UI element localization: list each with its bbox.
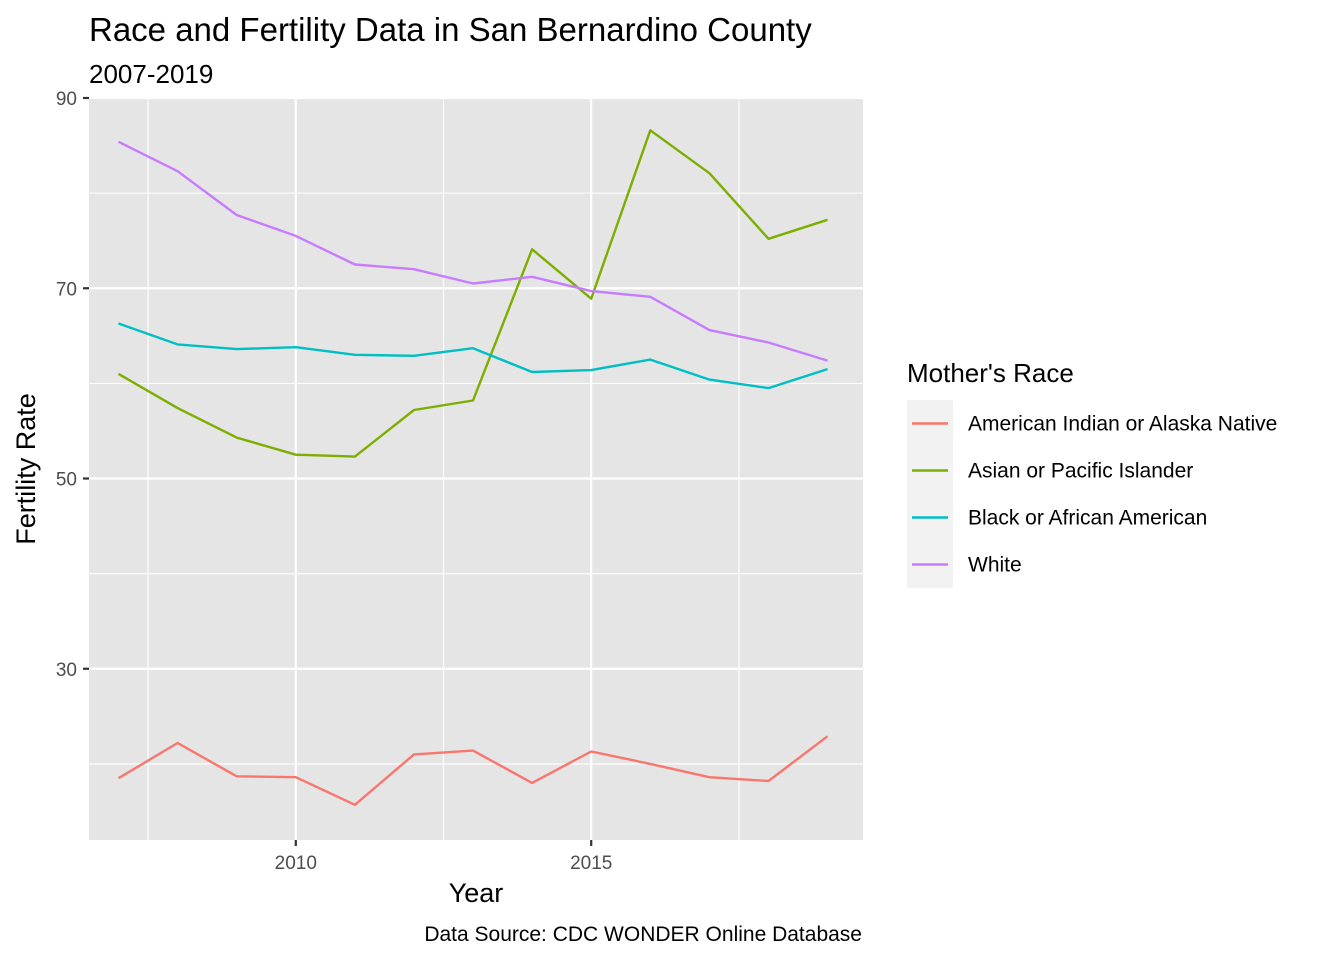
- axis-layer: 30 50 70 90 2010 2015: [56, 89, 612, 874]
- legend-label: White: [968, 554, 1022, 577]
- chart-caption: Data Source: CDC WONDER Online Database: [424, 923, 862, 946]
- series-line-1: [117, 735, 829, 806]
- y-tick-label: 90: [56, 89, 77, 110]
- plot-panel: [89, 98, 863, 840]
- x-axis-title: Year: [449, 878, 504, 908]
- legend-label: Asian or Pacific Islander: [968, 460, 1193, 483]
- x-tick-label: 2015: [570, 853, 612, 874]
- legend-items: American Indian or Alaska Native Asian or…: [907, 400, 1277, 588]
- y-tick-label: 50: [56, 470, 77, 491]
- y-tick-label: 70: [56, 279, 77, 300]
- chart-title: Race and Fertility Data in San Bernardin…: [89, 11, 812, 48]
- y-axis-title: Fertility Rate: [11, 393, 41, 545]
- legend: Mother's Race American Indian or Alaska …: [907, 358, 1277, 588]
- series-line-3: [118, 322, 828, 390]
- chart-subtitle: 2007-2019: [89, 59, 213, 89]
- legend-label: Black or African American: [968, 507, 1207, 530]
- series-layer: [117, 129, 829, 806]
- x-tick-label: 2010: [275, 853, 317, 874]
- legend-title: Mother's Race: [907, 358, 1074, 388]
- series-line-2: [117, 129, 828, 458]
- y-tick-label: 30: [56, 660, 77, 681]
- grid-layer: [89, 96, 863, 840]
- legend-label: American Indian or Alaska Native: [968, 413, 1277, 436]
- series-line-4: [117, 140, 828, 362]
